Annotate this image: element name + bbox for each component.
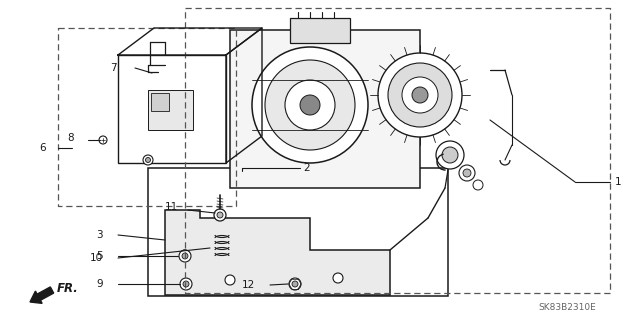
Circle shape (183, 281, 189, 287)
Circle shape (388, 63, 452, 127)
Circle shape (289, 278, 301, 290)
Bar (148, 90, 193, 130)
Circle shape (225, 275, 235, 285)
Circle shape (179, 250, 191, 262)
Circle shape (252, 47, 368, 163)
Circle shape (143, 155, 153, 165)
Circle shape (217, 212, 223, 218)
Text: 11: 11 (164, 202, 178, 212)
Text: 9: 9 (97, 279, 103, 289)
Text: 6: 6 (40, 143, 46, 153)
Text: 1: 1 (615, 177, 621, 187)
Text: 3: 3 (97, 230, 103, 240)
Bar (290, 18, 350, 43)
Bar (230, 30, 420, 188)
Bar (148, 168, 448, 296)
Circle shape (412, 87, 428, 103)
Circle shape (378, 53, 462, 137)
Text: 5: 5 (97, 251, 103, 261)
Circle shape (180, 250, 190, 260)
Circle shape (442, 147, 458, 163)
Circle shape (214, 209, 226, 221)
Text: 7: 7 (110, 63, 117, 73)
Text: 10: 10 (90, 253, 103, 263)
Circle shape (99, 136, 107, 144)
Circle shape (300, 95, 320, 115)
Circle shape (265, 60, 355, 150)
Circle shape (145, 158, 150, 162)
Circle shape (436, 141, 464, 169)
Text: SK83B2310E: SK83B2310E (538, 303, 596, 312)
Bar (118, 55, 226, 163)
Circle shape (402, 77, 438, 113)
Circle shape (333, 273, 343, 283)
Circle shape (459, 165, 475, 181)
Text: 8: 8 (67, 133, 74, 143)
Text: FR.: FR. (57, 281, 79, 294)
Circle shape (463, 169, 471, 177)
Circle shape (473, 180, 483, 190)
Bar (151, 93, 169, 111)
Circle shape (285, 80, 335, 130)
Polygon shape (165, 210, 390, 295)
Circle shape (180, 278, 192, 290)
Text: 2: 2 (303, 163, 310, 173)
FancyArrow shape (30, 287, 54, 303)
Circle shape (182, 253, 188, 259)
Circle shape (292, 281, 298, 287)
Text: 12: 12 (242, 280, 255, 290)
